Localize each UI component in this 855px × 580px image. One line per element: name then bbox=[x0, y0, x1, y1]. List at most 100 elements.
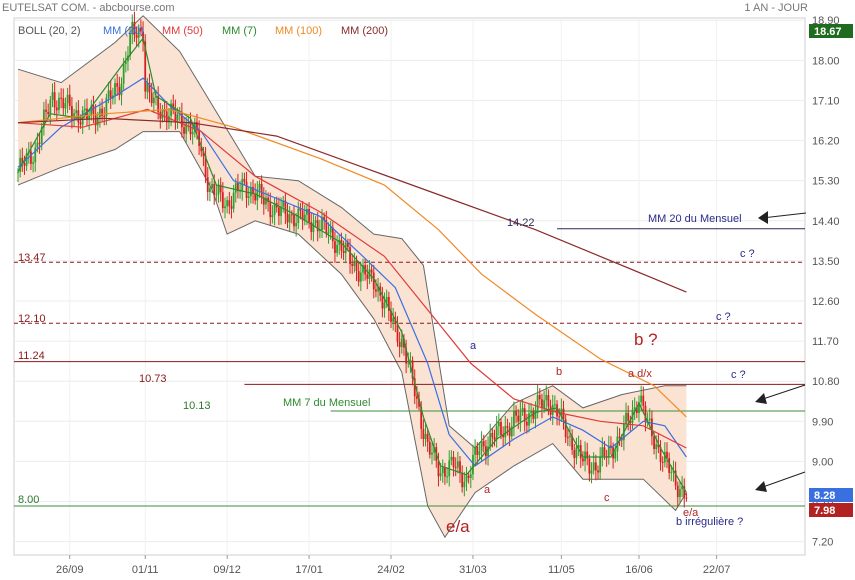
candle-body bbox=[40, 127, 43, 144]
candle-body bbox=[206, 177, 209, 193]
y-tick-label: 7.20 bbox=[812, 537, 833, 549]
candle-body bbox=[213, 183, 216, 195]
x-tick-label: 31/03 bbox=[459, 564, 487, 576]
annotation-b-irreguliere: b irrégulière ? bbox=[676, 516, 743, 528]
candle-body bbox=[676, 485, 679, 498]
candle-body bbox=[521, 408, 524, 412]
annotation-c: c bbox=[604, 492, 610, 504]
candle-body bbox=[657, 444, 660, 448]
candle-body bbox=[532, 411, 535, 419]
candle-body bbox=[467, 475, 470, 478]
candle-body bbox=[474, 446, 477, 455]
candle-body bbox=[431, 452, 433, 455]
candle-body bbox=[88, 115, 91, 120]
candle-body bbox=[558, 416, 561, 418]
candle-body bbox=[224, 206, 226, 209]
candle-body bbox=[265, 197, 267, 205]
candle-body bbox=[124, 61, 127, 65]
candle-body bbox=[685, 497, 688, 499]
candle-body bbox=[129, 33, 132, 56]
y-tick-label: 11.70 bbox=[812, 336, 839, 348]
candle-body bbox=[655, 444, 658, 450]
annotation-a-blue: a bbox=[470, 340, 477, 352]
candle-body bbox=[168, 116, 170, 123]
candle-body bbox=[146, 83, 149, 92]
legend: BOLL (20, 2) MM (20) MM (50) MM (7) MM (… bbox=[18, 25, 388, 37]
candle-body bbox=[670, 472, 673, 474]
candle-body bbox=[413, 378, 416, 397]
bollinger-lower bbox=[17, 131, 687, 539]
candle-body bbox=[575, 447, 578, 459]
candle-body bbox=[204, 155, 207, 178]
candle-body bbox=[295, 223, 298, 227]
legend-mm20: MM (20) bbox=[103, 25, 144, 37]
candle-body bbox=[653, 436, 655, 450]
candle-body bbox=[530, 411, 533, 414]
price-badge-blue: 8.28 bbox=[814, 490, 835, 502]
candle-body bbox=[316, 220, 319, 232]
candle-body bbox=[523, 408, 526, 422]
legend-mm100: MM (100) bbox=[275, 25, 322, 37]
bollinger-bands bbox=[17, 15, 687, 539]
candle-body bbox=[528, 413, 530, 426]
candle-body bbox=[306, 208, 308, 215]
candle-body bbox=[185, 122, 188, 134]
candle-body bbox=[625, 412, 627, 425]
candle-body bbox=[495, 426, 498, 440]
candle-body bbox=[500, 421, 502, 435]
moving-average-line bbox=[17, 36, 687, 493]
annotation-c-3: c ? bbox=[731, 369, 746, 381]
candle-body bbox=[148, 83, 151, 93]
candle-body bbox=[502, 434, 505, 438]
candle-body bbox=[269, 202, 272, 218]
candle-body bbox=[407, 362, 410, 364]
candle-body bbox=[237, 183, 239, 192]
candle-body bbox=[299, 208, 302, 211]
candle-body bbox=[260, 183, 263, 198]
candle-body bbox=[536, 395, 539, 411]
candle-body bbox=[277, 207, 280, 216]
candle-body bbox=[60, 97, 63, 99]
candle-body bbox=[318, 230, 321, 232]
annotation-b-question: b ? bbox=[634, 330, 658, 349]
candle-body bbox=[349, 247, 351, 264]
candle-body bbox=[101, 108, 103, 116]
candle-body bbox=[120, 83, 123, 96]
candle-body bbox=[607, 445, 610, 457]
candle-body bbox=[463, 482, 466, 488]
candle-body bbox=[663, 451, 666, 463]
candle-body bbox=[366, 274, 369, 279]
candle-body bbox=[114, 83, 116, 96]
candle-body bbox=[23, 163, 26, 166]
candle-body bbox=[140, 27, 142, 32]
arrow-line-c bbox=[759, 384, 806, 401]
candle-body bbox=[336, 244, 339, 253]
annotations: MM 20 du Mensuel MM 7 du Mensuel c ? c ?… bbox=[283, 211, 807, 536]
candle-body bbox=[491, 433, 494, 438]
level-label-13-47: 13.47 bbox=[18, 252, 46, 264]
y-tick-label: 16.20 bbox=[812, 136, 840, 148]
candle-body bbox=[426, 433, 429, 442]
arrow-line-low bbox=[759, 471, 806, 489]
candle-body bbox=[566, 437, 569, 439]
candle-body bbox=[208, 188, 211, 193]
candle-body bbox=[55, 107, 58, 111]
candle-body bbox=[597, 470, 599, 473]
candle-body bbox=[362, 265, 364, 273]
candle-body bbox=[346, 242, 349, 248]
candle-body bbox=[370, 269, 373, 273]
price-badges: 18.67 8.28 7.98 bbox=[809, 24, 853, 517]
candle-body bbox=[66, 94, 69, 104]
candle-body bbox=[293, 214, 295, 227]
candle-body bbox=[493, 437, 496, 440]
candle-body bbox=[420, 406, 423, 429]
candle-body bbox=[196, 121, 198, 131]
candle-body bbox=[109, 90, 112, 99]
candle-body bbox=[385, 296, 388, 303]
candle-body bbox=[217, 184, 220, 195]
candle-body bbox=[215, 194, 218, 196]
candle-body bbox=[592, 462, 595, 471]
level-label-14-22: 14.22 bbox=[507, 217, 535, 229]
candle-body bbox=[452, 456, 455, 468]
candle-body bbox=[515, 411, 517, 416]
